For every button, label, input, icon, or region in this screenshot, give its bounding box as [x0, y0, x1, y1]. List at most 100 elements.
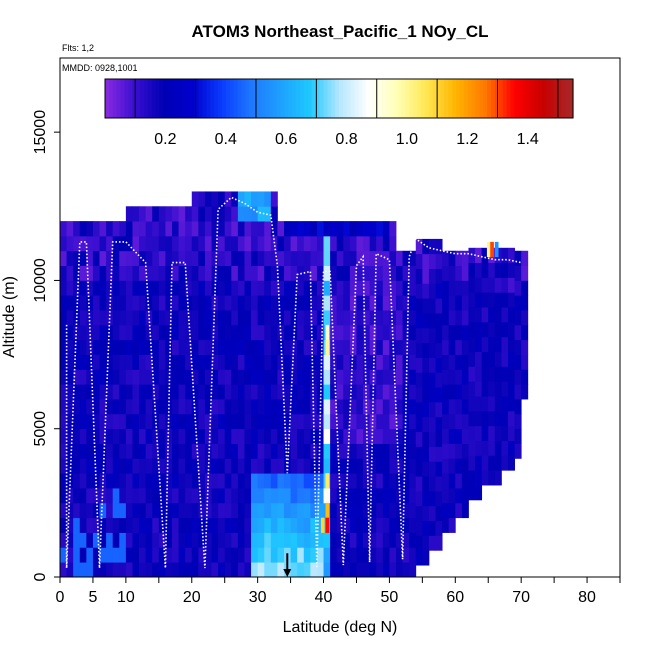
x-tick-label: 30: [249, 589, 267, 606]
heatmap-cell: [382, 473, 390, 489]
heatmap-cell: [125, 502, 133, 519]
heatmap-cell: [112, 502, 120, 519]
heatmap-cell: [257, 324, 265, 341]
heatmap-cell: [264, 562, 272, 578]
heatmap-cell: [145, 250, 153, 266]
heatmap-cell: [409, 547, 417, 563]
heatmap-cell: [231, 265, 239, 281]
heatmap-cell: [501, 277, 509, 293]
heatmap-cell: [106, 265, 114, 281]
heatmap-cell: [323, 369, 331, 385]
colorbar-swatch: [140, 79, 145, 118]
heatmap-cell: [284, 517, 291, 533]
heatmap-cell: [198, 295, 206, 311]
heatmap-cell: [158, 443, 166, 459]
heatmap-cell: [284, 532, 291, 548]
heatmap-cell: [125, 458, 133, 474]
heatmap-cell: [106, 250, 114, 266]
heatmap-cell: [494, 262, 502, 278]
heatmap-cell: [455, 502, 463, 519]
heatmap-cell: [389, 443, 397, 459]
heatmap-cell: [376, 235, 384, 252]
heatmap-cell: [145, 206, 153, 222]
heatmap-cell: [382, 354, 390, 370]
heatmap-cell: [145, 488, 153, 504]
colorbar-swatch: [397, 79, 402, 118]
colorbar-swatch: [253, 79, 258, 118]
colorbar-swatch: [218, 79, 223, 118]
heatmap-cell: [514, 428, 522, 444]
heatmap-cell: [178, 428, 186, 444]
heatmap-cell: [297, 413, 305, 430]
heatmap-cell: [310, 250, 318, 266]
heatmap-cell: [323, 413, 331, 430]
heatmap-cell: [415, 446, 423, 462]
heatmap-cell: [284, 310, 291, 326]
heatmap-cell: [132, 280, 140, 296]
heatmap-cell: [237, 547, 245, 563]
heatmap-cell: [165, 206, 173, 222]
heatmap-cell: [145, 443, 153, 459]
heatmap-cell: [244, 206, 252, 222]
heatmap-cell: [316, 324, 324, 341]
heatmap-cell: [402, 443, 410, 459]
heatmap-cell: [119, 458, 127, 474]
heatmap-cell: [508, 440, 515, 456]
heatmap-cell: [204, 413, 212, 430]
colorbar-swatch: [105, 79, 110, 118]
heatmap-cell: [218, 562, 226, 578]
colorbar: 0.2 0.4 0.6 0.8 1.0 1.2 1.4: [104, 78, 574, 148]
heatmap-cell: [468, 262, 476, 278]
heatmap-cell: [389, 517, 397, 533]
heatmap-cell: [237, 384, 245, 400]
heatmap-cell: [231, 532, 239, 548]
heatmap-cell: [244, 295, 252, 311]
colorbar-swatch: [288, 79, 293, 118]
heatmap-cell: [396, 443, 403, 459]
heatmap-cell: [435, 387, 443, 403]
colorbar-swatch: [545, 79, 551, 118]
heatmap-cell: [172, 324, 179, 341]
heatmap-cell: [99, 295, 107, 311]
heatmap-cell: [185, 488, 193, 504]
heatmap-cell: [165, 532, 173, 548]
heatmap-cell: [86, 502, 94, 519]
heatmap-cell: [178, 206, 186, 222]
colorbar-swatch: [229, 79, 235, 118]
heatmap-cell: [66, 399, 74, 415]
heatmap-cell: [501, 396, 509, 412]
heatmap-cell: [244, 339, 252, 355]
heatmap-cell: [257, 488, 265, 504]
heatmap-cell: [165, 384, 173, 400]
colorbar-swatch: [420, 79, 426, 118]
heatmap-cell: [396, 458, 403, 474]
x-tick-label: 80: [578, 589, 596, 606]
heatmap-cell: [145, 310, 153, 326]
heatmap-cell: [178, 384, 186, 400]
heatmap-cell: [231, 235, 239, 252]
colorbar-swatch: [385, 79, 391, 118]
heatmap-cell: [231, 488, 239, 504]
heatmap-cell: [264, 488, 272, 504]
heatmap-cell: [158, 324, 166, 341]
heatmap-cell: [343, 384, 351, 400]
colorbar-swatch: [459, 79, 465, 118]
heatmap-cell: [514, 369, 522, 385]
heatmap-cell: [112, 532, 120, 548]
heatmap-cell: [270, 547, 278, 563]
heatmap-cell: [172, 502, 179, 519]
heatmap-cell: [330, 280, 338, 296]
heatmap-cell: [139, 295, 147, 311]
colorbar-swatch: [167, 79, 172, 118]
heatmap-cell: [310, 265, 318, 281]
heatmap-cell: [323, 235, 331, 252]
heatmap-cell: [244, 502, 252, 519]
heatmap-cell: [336, 488, 344, 504]
heatmap-cell: [66, 502, 74, 519]
heatmap-cell: [224, 310, 232, 326]
heatmap-cell: [191, 488, 199, 504]
colorbar-tick-label: 1.2: [456, 131, 478, 148]
heatmap-cell: [415, 372, 423, 388]
colorbar-swatch: [311, 79, 317, 118]
heatmap-cell: [251, 399, 259, 415]
